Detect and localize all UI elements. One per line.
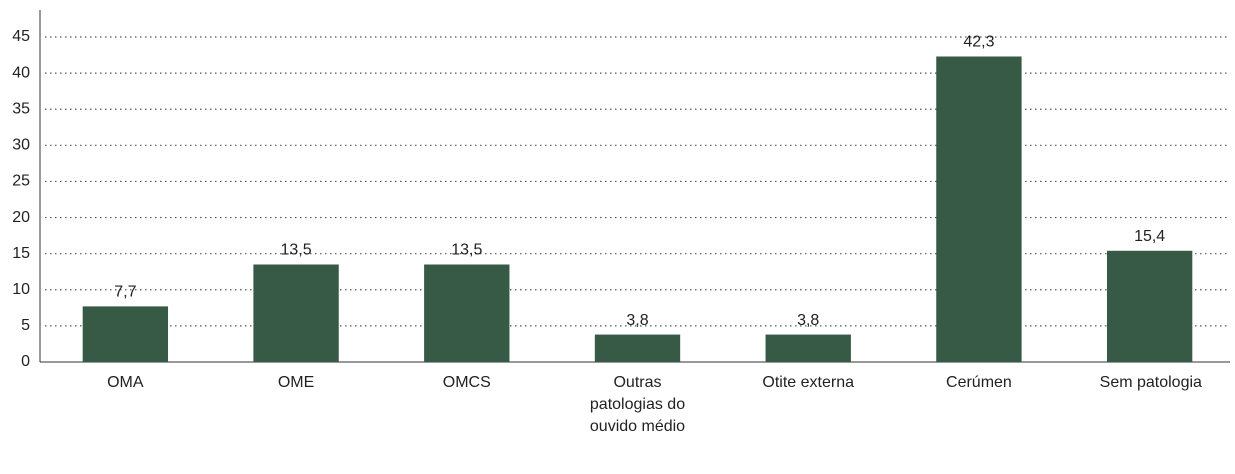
- bar: [424, 264, 510, 362]
- bar: [1106, 250, 1193, 362]
- bar: [936, 56, 1022, 362]
- x-tick-label: OMCS: [442, 374, 491, 391]
- x-tick-label: Cerúmen: [946, 374, 1012, 391]
- y-tick-label: 30: [12, 137, 30, 154]
- y-tick-label: 10: [12, 281, 30, 298]
- x-tick-label: Outras patologias do ouvido médio: [589, 374, 686, 435]
- x-tick-label: Otite externa: [762, 374, 854, 391]
- y-tick-label: 45: [12, 28, 30, 45]
- y-tick-label: 15: [12, 245, 30, 262]
- x-tick-label: OMA: [107, 374, 144, 391]
- bar: [765, 334, 851, 362]
- x-tick-label: Sem patologia: [1099, 374, 1202, 391]
- data-label: 3,8: [797, 312, 819, 329]
- data-label: 13,5: [281, 242, 312, 259]
- bar: [594, 334, 681, 362]
- y-tick-label: 5: [21, 317, 30, 334]
- data-label: 42,3: [963, 34, 994, 51]
- x-tick-label: OME: [277, 374, 315, 391]
- bar: [253, 264, 339, 362]
- bar: [82, 306, 169, 362]
- data-label: 3,8: [626, 312, 648, 329]
- y-tick-label: 40: [12, 64, 30, 81]
- y-tick-label: 0: [21, 353, 30, 370]
- y-tick-label: 25: [12, 173, 30, 190]
- data-label: 15,4: [1134, 228, 1165, 245]
- data-label: 7,7: [114, 284, 136, 301]
- y-tick-label: 35: [12, 100, 30, 117]
- data-label: 13,5: [451, 242, 482, 259]
- y-tick-label: 20: [12, 209, 30, 226]
